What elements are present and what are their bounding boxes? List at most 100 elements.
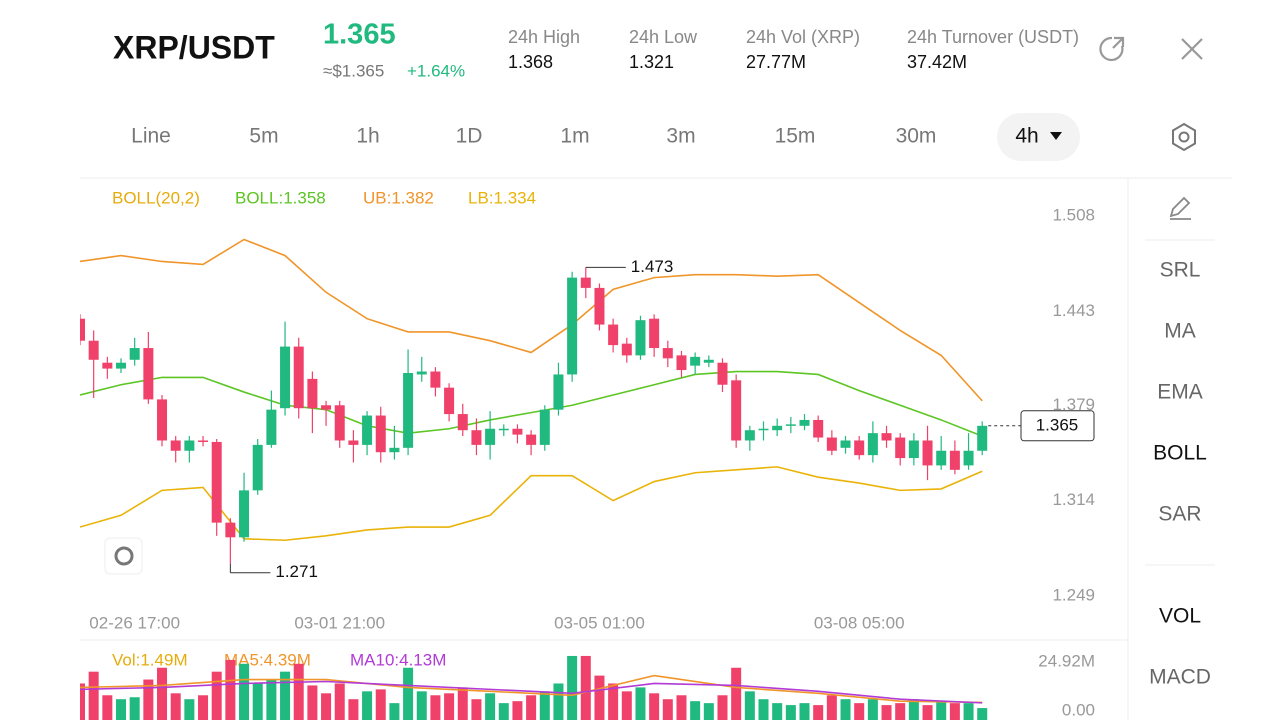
volume-bar [826,695,837,720]
candle-body [662,348,673,359]
tab[interactable]: Line [131,125,171,148]
candle-body [129,348,140,360]
volume-bar [963,703,974,720]
candle-body [102,362,113,369]
volume-bar [498,703,509,720]
candle-body [512,428,523,435]
candle-body [526,434,537,445]
candle-body [198,440,209,442]
y-tick-label: 0.00 [1062,700,1095,719]
volume-bar [403,667,414,720]
settings-icon[interactable] [1172,122,1196,152]
bollinger-band [80,370,983,437]
candle-body [895,437,906,459]
candle-body [444,387,455,415]
volume-bar [908,699,919,720]
y-tick-label: 1.508 [1052,205,1095,224]
candle-body [785,424,796,426]
logo-badge [104,537,143,575]
candle-body [225,522,236,538]
volume-bar [225,659,236,720]
close-icon[interactable] [1181,38,1203,60]
candle-body [949,450,960,470]
tab[interactable]: 1m [560,125,589,148]
side-item[interactable]: MACD [1149,666,1211,689]
candle-body [963,450,974,466]
volume-bar [690,701,701,720]
low-annotation: 1.271 [275,562,318,581]
volume-bar [444,693,455,720]
x-tick-label: 02-26 17:00 [89,613,180,632]
plot [80,238,988,564]
candle-body [157,399,168,441]
volume-bar [211,671,222,720]
indicator-legend: LB:1.334 [468,188,536,207]
candle-body [977,425,988,451]
stats: 24h High 1.368 24h Low 1.321 24h Vol (XRP) 27… [508,27,1079,72]
volume-bar [676,695,687,720]
side-item[interactable]: MA [1164,320,1196,343]
volume-bar [867,699,878,720]
candle-body [717,362,728,385]
volume-bar [239,663,250,720]
tab[interactable]: 3m [666,125,695,148]
tab[interactable]: 1D [456,125,483,148]
candle-body [362,415,373,445]
side-item[interactable]: SRL [1160,259,1201,282]
volume-bar [813,705,824,720]
side-item[interactable]: BOLL [1153,442,1207,465]
stat-value: 1.368 [508,52,553,72]
candle-body [170,440,181,451]
candle-body [539,409,550,445]
tab[interactable]: 15m [775,125,816,148]
candle-body [143,348,154,400]
volume-ma-line [80,680,983,704]
candle-body [580,277,591,288]
tab[interactable]: 4h [1015,125,1038,148]
candle-body [293,346,304,409]
candle-body [430,371,441,388]
candle-body [594,287,605,325]
volume-ma-line [80,674,983,704]
candle-body [690,356,701,366]
volume-bar [840,699,851,720]
volume-bar [266,679,277,720]
volume-bar [526,695,537,720]
candle-body [772,425,783,431]
side-item[interactable]: EMA [1157,381,1203,404]
candle-body [635,320,646,356]
pair: XRP/USDT [113,29,275,65]
usd-price: ≈$1.365 [323,61,384,80]
candle-body [375,415,386,453]
draw-icon[interactable] [1169,196,1191,220]
candle-body [389,447,400,453]
volume-bar [772,703,783,720]
side-item[interactable]: SAR [1158,503,1201,526]
volume-bar [635,687,646,720]
volume-bar [895,703,906,720]
volume-bar [116,699,127,720]
high-annotation: 1.473 [631,257,674,276]
volume-bar [184,699,195,720]
tab[interactable]: 5m [249,125,278,148]
candle-body [936,450,947,466]
volume-bar [758,699,769,720]
tab[interactable]: 1h [356,125,379,148]
tab[interactable]: 30m [896,125,937,148]
volume-bar [457,687,468,720]
x-tick-label: 03-08 05:00 [814,613,905,632]
candle-body [908,440,919,459]
volume-bar [471,699,482,720]
side-item[interactable]: VOL [1159,605,1201,628]
volume-bar [703,703,714,720]
x-tick-label: 03-01 21:00 [294,613,385,632]
volume-bar [949,703,960,720]
volume-bar [307,685,318,720]
dropdown-arrow [1050,132,1062,140]
volume-bar [375,689,386,720]
y-tick-label: 1.249 [1052,585,1095,604]
share-icon[interactable] [1099,36,1125,62]
candle-body [239,490,250,538]
